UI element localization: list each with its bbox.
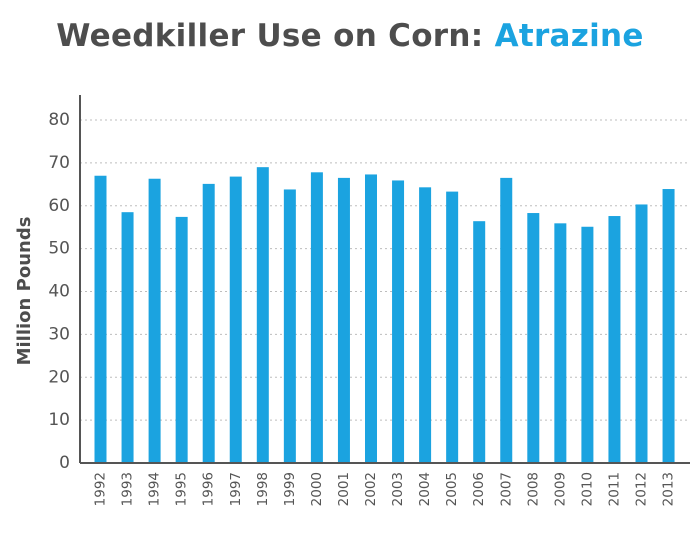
x-tick-label: 2010: [579, 472, 595, 506]
bar-2004: [419, 187, 432, 463]
bar-2001: [337, 177, 350, 463]
bar-2011: [608, 216, 621, 463]
x-tick-label: 1996: [201, 472, 217, 506]
bar-2008: [527, 213, 540, 463]
bar-1999: [283, 189, 296, 463]
x-tick-label: 2012: [634, 472, 650, 506]
x-tick-label: 1993: [120, 472, 136, 506]
y-tick-label: 20: [48, 367, 70, 387]
chart-title-main: Weedkiller Use on Corn:: [56, 18, 484, 54]
bar-1998: [256, 167, 269, 463]
bar-1994: [148, 178, 161, 463]
y-tick-label: 80: [48, 110, 70, 130]
x-tick-label: 2008: [525, 472, 541, 506]
x-tick-label: 2007: [498, 472, 514, 506]
bar-2007: [500, 177, 513, 463]
x-tick-label: 1999: [282, 472, 298, 506]
x-tick-label: 2011: [606, 472, 622, 506]
bar-1997: [229, 176, 242, 463]
x-tick-label: 1995: [174, 472, 190, 506]
bar-1992: [94, 175, 107, 464]
bar-2013: [662, 189, 675, 463]
x-tick-label: 2004: [417, 472, 433, 506]
bar-2000: [310, 172, 323, 463]
x-tick-label: 2013: [661, 472, 677, 506]
x-tick-label: 2003: [390, 472, 406, 506]
bar-2010: [581, 226, 594, 463]
y-tick-labels: 0 10 20 30 40 50 60 70 80: [48, 110, 70, 473]
y-axis-label: Million Pounds: [14, 217, 35, 366]
y-tick-label: 70: [48, 153, 70, 173]
axes: [79, 95, 690, 464]
x-tick-label: 2009: [552, 472, 568, 506]
x-tick-label: 2005: [444, 472, 460, 506]
x-tick-label: 2002: [363, 472, 379, 506]
x-tick-label: 1998: [255, 472, 271, 506]
bar-2003: [392, 180, 405, 464]
x-tick-label: 1994: [147, 472, 163, 506]
y-tick-label: 40: [48, 282, 70, 302]
x-tick-label: 2006: [471, 472, 487, 506]
bars: [94, 167, 675, 464]
x-tick-label: 1997: [228, 472, 244, 506]
x-tick-label: 2001: [336, 472, 352, 506]
chart-title: Weedkiller Use on Corn: Atrazine: [0, 18, 700, 54]
bar-1995: [175, 216, 188, 463]
bar-2002: [365, 174, 377, 464]
bar-1996: [202, 183, 215, 464]
y-tick-label: 60: [48, 196, 70, 216]
bar-2006: [473, 221, 486, 463]
x-tick-label: 2000: [309, 472, 325, 506]
y-tick-label: 0: [59, 453, 70, 473]
x-tick-label: 1992: [93, 472, 109, 506]
bar-2005: [446, 191, 459, 463]
bar-2009: [554, 223, 567, 463]
bar-1993: [121, 212, 134, 463]
grid-lines: [80, 119, 690, 421]
y-tick-label: 50: [48, 239, 70, 259]
y-tick-label: 30: [48, 324, 70, 344]
chart-title-accent: Atrazine: [494, 18, 644, 54]
y-tick-label: 10: [48, 410, 70, 430]
x-tick-labels: 1992 1993 1994 1995 1996 1997 1998 1999 2000 2001…: [93, 472, 677, 506]
bar-2012: [635, 204, 648, 463]
